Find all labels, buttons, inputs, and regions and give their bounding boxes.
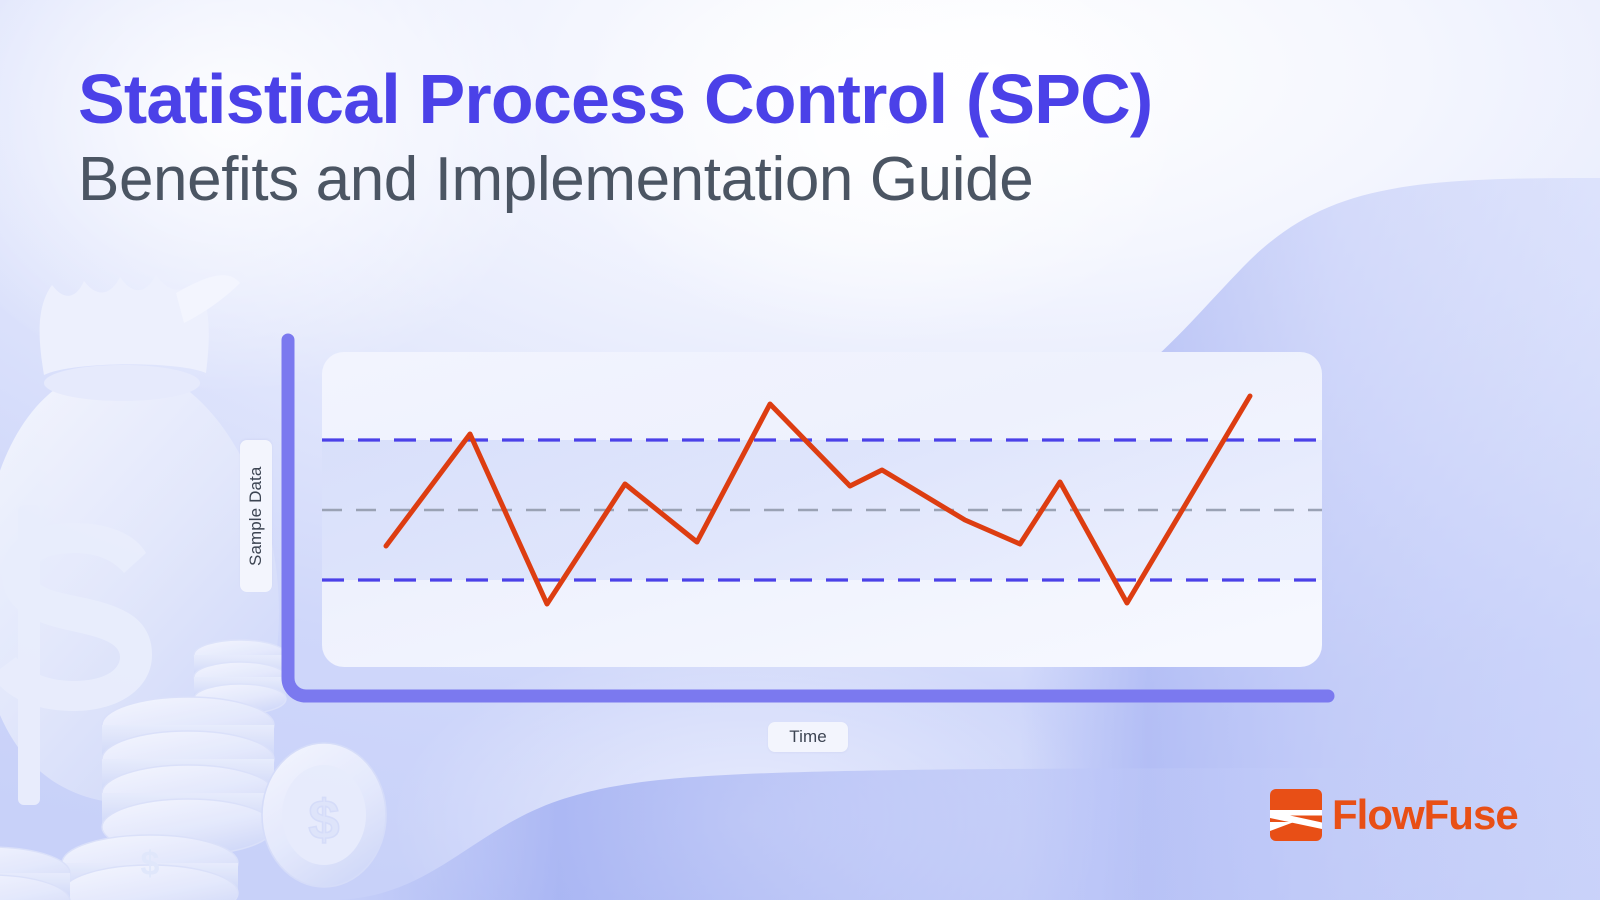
svg-text:$: $ [308, 788, 339, 851]
money-bag-tie [176, 275, 240, 323]
page-title: Statistical Process Control (SPC) [78, 60, 1153, 138]
flowfuse-logo[interactable]: FlowFuse [1270, 789, 1519, 841]
page-subtitle: Benefits and Implementation Guide [78, 144, 1034, 214]
flowfuse-mark-icon [1270, 789, 1322, 841]
money-illustration: $ $ $ [0, 275, 387, 900]
sample-data-line [383, 393, 1253, 607]
dollar-sign-glyph [0, 505, 152, 805]
x-axis-label: Time [768, 722, 848, 752]
coin-stack-main [101, 696, 275, 856]
headings-block: Statistical Process Control (SPC) Benefi… [78, 60, 1258, 214]
y-axis-label: Sample Data [240, 440, 272, 592]
money-bag-top [39, 275, 209, 375]
coin-upright: $ [261, 742, 387, 888]
coin-stack-far-left: $ [0, 846, 71, 900]
svg-text:$: $ [141, 845, 160, 883]
flowfuse-wordmark: FlowFuse [1332, 791, 1519, 838]
coin-stack-front: $ [61, 834, 239, 900]
money-bag-neck [44, 365, 200, 401]
control-chart-svg [281, 333, 1335, 703]
spc-control-chart [230, 330, 1360, 760]
chart-axes [281, 333, 1335, 703]
coin-stack-back [193, 639, 287, 715]
